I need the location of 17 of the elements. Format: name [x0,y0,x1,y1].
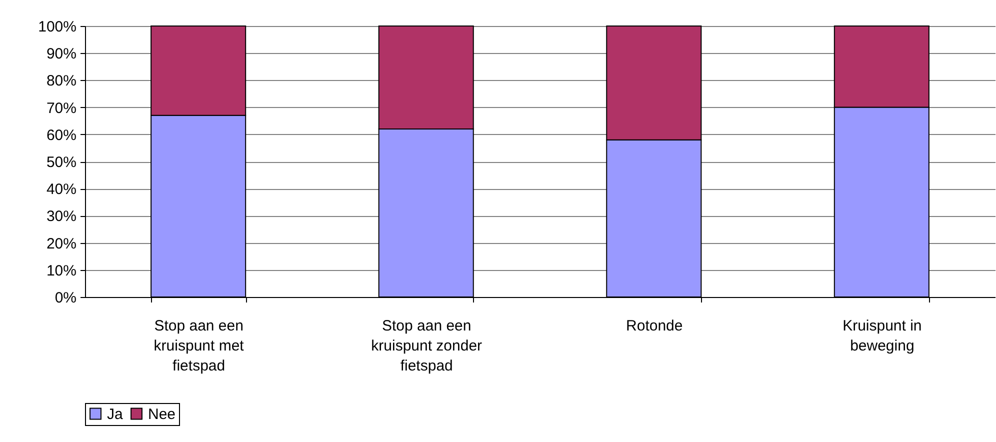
y-tick-label: 100% [38,18,76,36]
y-tick-label: 0% [54,290,76,306]
y-tick-label: 50% [46,154,76,171]
y-tick-label: 60% [46,126,76,144]
y-tick-label: 80% [46,72,76,90]
x-tick-label: Kruispunt in beweging [842,318,922,354]
y-tick-label: 70% [46,100,76,117]
x-tick-label: Stop aan een kruispunt met fietspad [154,318,245,374]
legend-label: Ja [107,406,124,423]
y-tick-label: 90% [46,46,76,63]
y-tick-label: 20% [46,235,76,252]
y-tick-label: 10% [46,262,76,280]
legend-label: Nee [148,406,176,423]
y-tick-label: 40% [46,181,76,198]
x-tick-label: Stop aan een kruispunt zonder fietspad [371,318,482,374]
y-tick-label: 30% [46,208,76,226]
x-tick-label: Rotonde [626,318,683,334]
